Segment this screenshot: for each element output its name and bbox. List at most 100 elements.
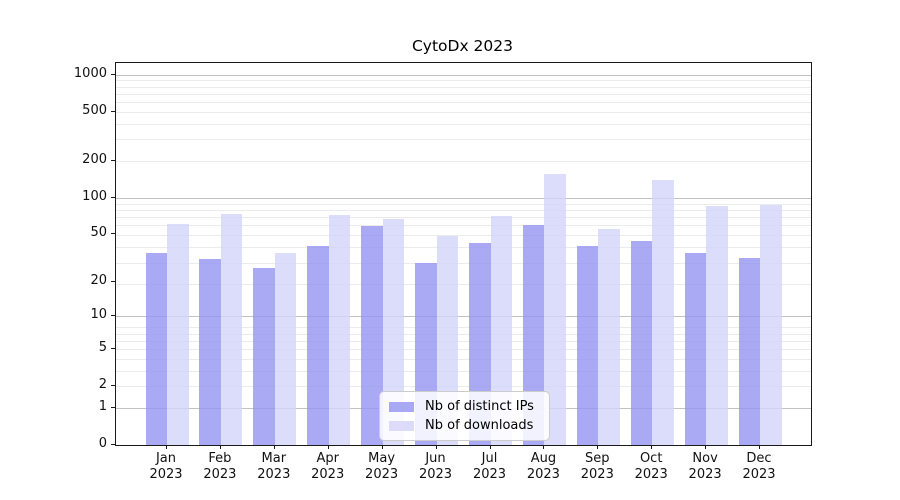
y-tick-label: 10 (90, 307, 107, 323)
minor-gridline (116, 358, 811, 360)
y-tick-mark (111, 385, 115, 387)
x-tick-label: Oct 2023 (634, 451, 668, 482)
chart-title: CytoDx 2023 (411, 37, 514, 55)
minor-gridline (116, 93, 811, 95)
x-tick-mark (166, 445, 167, 449)
x-tick-mark (273, 445, 275, 449)
minor-gridline (116, 123, 811, 125)
x-tick-mark (543, 445, 545, 449)
major-gridline (116, 197, 811, 199)
x-tick-mark (219, 445, 221, 449)
y-tick-mark (111, 110, 115, 112)
x-tick-label: Feb 2023 (203, 451, 237, 482)
bar-distinct-ips (576, 245, 599, 445)
x-tick-mark (489, 445, 491, 449)
y-tick-mark (111, 280, 115, 282)
x-tick-mark (651, 445, 653, 449)
minor-gridline (116, 111, 811, 113)
minor-gridline (116, 235, 811, 237)
major-gridline (116, 74, 811, 76)
minor-gridline (116, 348, 811, 350)
bar-downloads (490, 216, 512, 445)
x-tick-label: Nov 2023 (688, 451, 722, 482)
x-tick-mark (381, 445, 383, 449)
minor-gridline (116, 80, 811, 82)
y-tick-mark (111, 73, 115, 75)
bar-distinct-ips (253, 268, 275, 445)
minor-gridline (116, 210, 811, 211)
y-tick-mark (111, 315, 115, 317)
bar-distinct-ips (522, 224, 545, 445)
bar-downloads (760, 204, 782, 445)
x-tick-label: May 2023 (365, 451, 399, 482)
minor-gridline (116, 327, 811, 329)
minor-gridline (116, 160, 811, 162)
bar-downloads (598, 229, 620, 445)
y-tick-mark (111, 347, 115, 349)
y-tick-label: 100 (82, 188, 107, 204)
legend-item-downloads: Nb of downloads (389, 416, 543, 435)
y-tick-mark (111, 406, 115, 408)
bar-downloads (167, 223, 189, 445)
minor-gridline (116, 225, 811, 227)
y-tick-mark (111, 444, 115, 445)
y-tick-mark (111, 233, 115, 235)
legend: Nb of distinct IPs Nb of downloads (379, 391, 550, 441)
x-tick-label: Aug 2023 (526, 451, 560, 482)
minor-gridline (116, 262, 811, 264)
x-tick-mark (597, 445, 599, 449)
plot-area: Nb of distinct IPs Nb of downloads (115, 62, 812, 446)
legend-label-distinct-ips: Nb of distinct IPs (425, 399, 534, 414)
y-tick-mark (111, 159, 115, 161)
minor-gridline (116, 139, 811, 141)
y-tick-label: 2 (98, 377, 107, 393)
bar-distinct-ips (361, 226, 383, 445)
y-tick-label: 500 (82, 102, 107, 118)
x-tick-mark (435, 445, 437, 449)
bar-distinct-ips (199, 259, 221, 445)
bar-distinct-ips (145, 252, 167, 445)
y-tick-label: 5 (98, 339, 107, 355)
y-tick-label: 200 (82, 151, 107, 167)
legend-item-distinct-ips: Nb of distinct IPs (389, 397, 543, 416)
x-tick-label: Apr 2023 (311, 451, 345, 482)
minor-gridline (116, 86, 811, 88)
minor-gridline (116, 370, 811, 372)
minor-gridline (116, 386, 811, 388)
bar-distinct-ips (738, 257, 760, 445)
minor-gridline (116, 247, 811, 249)
minor-gridline (116, 203, 811, 205)
y-tick-label: 1000 (73, 65, 107, 81)
bar-downloads (220, 214, 243, 445)
legend-swatch-distinct-ips (389, 401, 414, 412)
x-tick-label: Jan 2023 (149, 451, 183, 482)
minor-gridline (116, 217, 811, 219)
x-tick-mark (705, 445, 707, 449)
y-tick-label: 20 (90, 272, 107, 288)
bar-downloads (382, 218, 405, 445)
y-tick-label: 1 (98, 398, 107, 414)
bar-downloads (652, 180, 674, 445)
x-tick-label: Mar 2023 (257, 451, 291, 482)
x-tick-mark (327, 445, 329, 449)
bar-downloads (328, 214, 351, 445)
y-tick-label: 50 (90, 225, 107, 241)
minor-gridline (116, 340, 811, 342)
major-gridline (116, 316, 811, 318)
legend-label-downloads: Nb of downloads (425, 418, 534, 433)
bar-downloads (544, 174, 566, 445)
bar-distinct-ips (307, 245, 329, 445)
x-tick-label: Sep 2023 (580, 451, 614, 482)
x-tick-label: Jun 2023 (418, 451, 453, 482)
x-tick-label: Jul 2023 (472, 451, 507, 482)
y-tick-mark (111, 196, 115, 198)
bar-distinct-ips (684, 252, 707, 445)
bar-distinct-ips (630, 240, 653, 445)
bar-downloads (274, 252, 297, 445)
minor-gridline (116, 333, 811, 335)
y-tick-label: 0 (98, 436, 107, 451)
minor-gridline (116, 101, 811, 103)
bar-downloads (706, 206, 728, 445)
minor-gridline (116, 284, 811, 286)
